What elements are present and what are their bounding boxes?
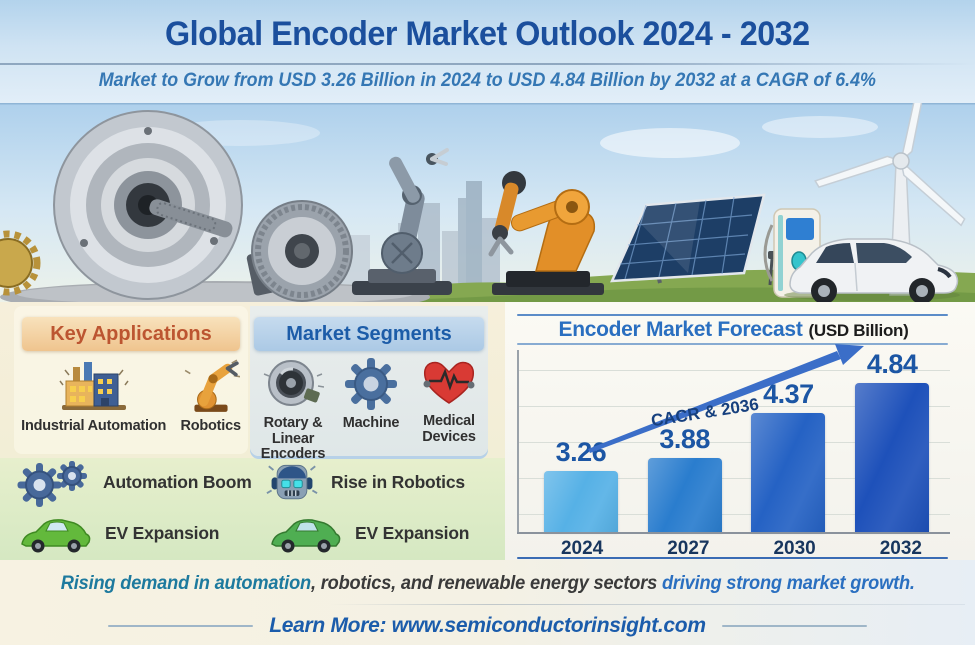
footer-message-row: Rising demand in automation, robotics, a… [0, 573, 975, 595]
orange-robot-arm [488, 171, 604, 295]
footer: Rising demand in automation, robotics, a… [0, 560, 975, 645]
driver-label: EV Expansion [355, 523, 470, 543]
shaft-encoder-illustration [246, 200, 353, 302]
factory-icon [59, 362, 129, 410]
key-applications-panel: Key Applications Industrial Automation [14, 306, 248, 454]
driver-label: Rise in Robotics [331, 472, 465, 492]
rotary-encoder-icon [263, 360, 324, 406]
learn-more-right-rule [721, 625, 867, 627]
market-segment-label: Medical Devices [422, 413, 476, 445]
bar-column: 3.26 [533, 439, 629, 532]
x-tick-label: 2024 [560, 538, 604, 559]
x-tick-label: 2027 [667, 538, 710, 559]
chart-header: Encoder Market Forecast (USD Billion) [512, 318, 955, 342]
medical-heart-icon [423, 361, 475, 404]
robot-arm-icon [184, 359, 240, 412]
hero-scene [0, 103, 975, 302]
bar [855, 383, 930, 532]
bar [543, 471, 618, 532]
market-segments-panel: Market Segments Rotary & Linear Encoders [250, 306, 488, 462]
y-axis-line [517, 350, 519, 534]
driver-item: Rise in Robotics [266, 457, 494, 508]
bar [647, 458, 722, 532]
ev-car-icon [21, 518, 91, 552]
footer-message-part: Rising demand in automation [60, 573, 311, 594]
bar [751, 413, 826, 532]
page-title: Global Encoder Market Outlook 2024 - 203… [0, 15, 975, 54]
driver-item: EV Expansion [16, 508, 266, 559]
page-subtitle-text: Market to Grow from USD 3.26 Billion in … [98, 70, 877, 91]
footer-message: Rising demand in automation, robotics, a… [60, 573, 914, 595]
gridline [519, 514, 950, 515]
rotary-encoder-illustration [53, 110, 243, 300]
market-segment-label: Rotary & Linear Encoders [260, 415, 326, 463]
learn-more-left-rule [108, 625, 254, 627]
key-application-label: Robotics [180, 418, 241, 434]
gear-icon [345, 358, 397, 410]
learn-more-link[interactable]: Learn More: www.semiconductorinsight.com [269, 614, 706, 637]
chart-plot-area: 3.26 3.88 4.37 4.84 [517, 348, 950, 534]
header-sky-background [0, 0, 975, 103]
bar-column: 3.88 [637, 426, 733, 532]
bar-column: 4.84 [844, 351, 940, 532]
page-title-text: Global Encoder Market Outlook 2024 - 203… [165, 15, 810, 53]
driver-label: Automation Boom [103, 472, 252, 492]
learn-more-row: Learn More: www.semiconductorinsight.com [0, 610, 975, 642]
market-drivers: Automation Boom Rise in Robotics [16, 457, 494, 559]
key-application-item: Industrial Automation [21, 359, 166, 435]
x-axis-labels: 2024 2027 2030 2032 [529, 538, 954, 560]
key-application-item: Robotics [180, 357, 241, 435]
market-segments-header: Market Segments [254, 317, 484, 351]
key-application-label: Industrial Automation [21, 418, 167, 434]
driver-label: EV Expansion [105, 523, 220, 543]
market-segment-item: Medical Devices [410, 356, 488, 463]
brass-gear [0, 230, 41, 296]
chart-top-divider [517, 314, 948, 316]
chart-header-divider [517, 343, 948, 345]
industrial-robot-arm [352, 148, 452, 295]
chart-bottom-divider [517, 557, 948, 559]
bar-value-label: 3.88 [659, 424, 710, 454]
chart-title: Encoder Market Forecast [558, 318, 803, 341]
x-axis-line [517, 532, 950, 534]
market-segment-item: Rotary & Linear Encoders [254, 356, 332, 463]
ev-car-icon [271, 518, 341, 552]
driver-item: Automation Boom [16, 457, 266, 508]
bar-value-label: 4.84 [866, 349, 918, 379]
robot-head-icon [266, 464, 318, 499]
key-applications-header: Key Applications [22, 317, 240, 351]
title-divider [0, 63, 975, 65]
bar-group: 3.26 3.88 4.37 4.84 [529, 348, 944, 532]
x-tick-label: 2032 [879, 538, 923, 559]
gridline [519, 478, 950, 479]
driver-item: EV Expansion [266, 508, 494, 559]
market-segment-item: Machine [332, 356, 410, 463]
chart-unit-label: (USD Billion) [808, 321, 909, 340]
gears-icon [17, 460, 87, 507]
forecast-chart-panel: Encoder Market Forecast (USD Billion) 3.2… [512, 302, 965, 560]
footer-divider [330, 604, 965, 605]
market-segment-label: Machine [342, 415, 400, 431]
page-subtitle: Market to Grow from USD 3.26 Billion in … [0, 70, 975, 92]
footer-message-part: , robotics, and renewable energy sectors [310, 573, 662, 594]
footer-message-part: driving strong market growth. [661, 573, 915, 594]
x-tick-label: 2030 [773, 538, 816, 559]
electric-car [784, 238, 960, 302]
bar-value-label: 3.26 [555, 437, 607, 467]
